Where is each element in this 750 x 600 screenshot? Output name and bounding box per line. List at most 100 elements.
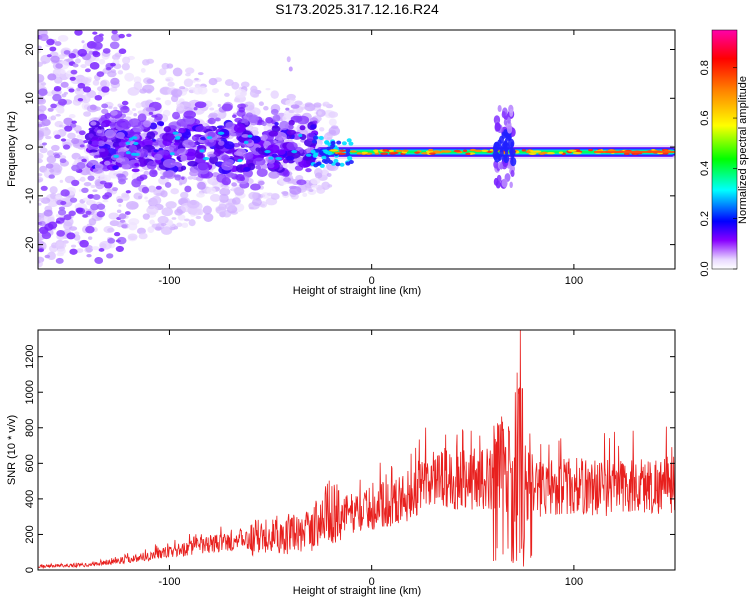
spectrogram-cell: [253, 157, 266, 166]
spectrogram-cell: [509, 181, 513, 189]
spectrogram-cell: [257, 147, 267, 155]
spectrogram-cell: [188, 219, 196, 227]
spectrogram-cell: [341, 141, 347, 146]
spectrogram-cell: [318, 135, 324, 140]
spectrogram-cell: [63, 214, 72, 221]
spectrogram-cell: [217, 103, 222, 108]
snr-xtick-label: 100: [565, 576, 583, 588]
spectrogram-cell: [151, 195, 162, 205]
spectrogram-cell: [78, 189, 82, 192]
spectrogram-cell: [275, 156, 283, 161]
spectrogram-cell: [74, 231, 80, 236]
spectrogram-cell: [232, 114, 237, 119]
spectrogram-cell: [67, 132, 76, 140]
spectrogram-cell: [504, 132, 509, 140]
spectrogram-cell: [243, 101, 255, 111]
spectrogram-cell: [38, 50, 42, 54]
spectrogram-cell: [264, 150, 271, 154]
spectrogram-cell: [76, 134, 84, 139]
spectrogram-cell: [117, 236, 127, 245]
spectrogram-cell: [255, 165, 262, 170]
spectrogram-cell: [49, 186, 58, 194]
spectrogram-cell: [38, 239, 41, 243]
spectrogram-cell: [158, 68, 167, 76]
spectrogram-cell: [533, 150, 542, 153]
spectrogram-cell: [501, 131, 506, 139]
spectrogram-cell: [327, 184, 333, 188]
spectrogram-cell: [46, 38, 55, 46]
spectrogram-cell: [153, 153, 163, 161]
spectrogram-cell: [380, 152, 389, 155]
spectrogram-cell: [266, 192, 274, 197]
spectrogram-cell: [268, 156, 274, 160]
spectrogram-cell: [101, 86, 110, 93]
spectrogram-cell: [288, 185, 298, 190]
spectrogram-cell: [165, 201, 177, 209]
spectrogram-cell: [337, 152, 346, 155]
spectrogram-cell: [195, 215, 202, 220]
spectrogram-cell: [81, 187, 89, 194]
spectrogram-cell: [113, 154, 120, 158]
spectrogram-cell: [69, 197, 78, 203]
spectrogram-cell: [46, 150, 55, 157]
spectrogram-cell: [68, 210, 76, 216]
spectrogram-cell: [187, 176, 194, 180]
spectrogram-cell: [238, 106, 246, 113]
snr-frame: [37, 329, 676, 571]
spectrogram-cell: [169, 152, 175, 156]
colorbar-tick-label: 0.2: [699, 211, 711, 226]
spectrogram-cell: [176, 103, 185, 112]
spectrogram-cell: [233, 187, 243, 193]
spectrogram-cell: [199, 149, 205, 153]
spectrogram-cell: [288, 124, 294, 130]
spectrogram-cell: [465, 152, 471, 156]
spectrogram-cell: [221, 103, 233, 112]
spectrogram-cell: [250, 126, 259, 133]
spectrogram-cell: [45, 135, 52, 140]
spectrogram-cell: [497, 104, 502, 113]
spectrogram-cell: [38, 202, 42, 206]
spectrogram-cell: [191, 134, 200, 142]
spectrogram-cell: [164, 99, 172, 106]
spectrogram-cell: [209, 155, 219, 164]
spectrogram-cell: [164, 181, 172, 188]
spectrogram-cell: [134, 162, 140, 167]
spectrogram-cell: [326, 146, 332, 151]
spectrogram-cell: [135, 102, 142, 109]
spectrogram-cell: [86, 254, 92, 258]
spectrogram-cell: [526, 150, 531, 154]
spectrogram-cell: [41, 231, 52, 240]
spectrogram-cell: [507, 116, 511, 124]
spectrogram-cell: [209, 193, 221, 202]
spectrogram-cell: [493, 141, 501, 152]
spectrogram-cell: [247, 134, 253, 138]
colorbar-tick-label: 0.8: [699, 60, 711, 75]
spectrogram-cell: [208, 112, 218, 119]
spectrogram-cell: [265, 116, 274, 124]
spectrogram-cell: [128, 118, 142, 128]
spectrogram-cell: [361, 151, 368, 154]
spectrogram-cell: [58, 206, 66, 211]
spectrogram-cell: [321, 181, 331, 190]
spectrogram-cell: [118, 204, 122, 207]
spectrogram-cell: [463, 149, 468, 153]
spectrogram-cell: [305, 153, 312, 157]
spectrogram-cell: [133, 141, 139, 146]
spectrogram-cell: [507, 138, 515, 149]
spectrogram-cell: [69, 123, 77, 128]
spectrogram-cell: [55, 257, 64, 264]
spectrogram-cell: [146, 78, 155, 84]
spectrogram-cell: [148, 111, 154, 115]
spectrogram-cell: [122, 56, 131, 65]
spectrogram-cell: [509, 147, 514, 155]
spectrogram-cell: [99, 240, 112, 250]
spectrogram-cell: [176, 148, 188, 156]
spectrogram-cell: [104, 129, 116, 139]
spectrogram-cell: [57, 35, 69, 42]
spectrogram-cell: [231, 197, 241, 205]
spectrogram-cell: [97, 148, 106, 152]
spectrogram-cell: [248, 191, 259, 200]
spectrogram-cell: [81, 40, 85, 44]
spectrogram-cell: [54, 41, 62, 46]
spectrogram-cell: [138, 195, 142, 200]
